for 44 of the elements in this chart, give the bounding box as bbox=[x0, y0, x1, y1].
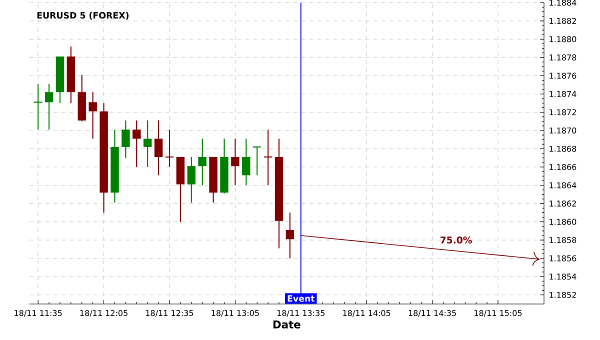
y-tick-label: 1.1854 bbox=[550, 274, 576, 280]
x-tick-label: 18/11 13:05 bbox=[212, 310, 259, 317]
candlestick bbox=[263, 129, 273, 186]
candlestick bbox=[44, 83, 54, 130]
y-tick-label: 1.1880 bbox=[550, 36, 576, 42]
candlestick bbox=[231, 138, 240, 186]
y-tick-label: 1.1884 bbox=[550, 0, 576, 6]
x-tick-label: 18/11 12:05 bbox=[80, 310, 128, 317]
y-tick-label: 1.1876 bbox=[550, 72, 576, 79]
candlestick bbox=[242, 138, 250, 186]
y-tick-label: 1.1860 bbox=[550, 218, 576, 225]
x-axis-title: Date bbox=[273, 320, 300, 328]
y-tick-label: 1.1856 bbox=[550, 255, 576, 262]
x-tick-label: 18/11 15:05 bbox=[474, 310, 522, 317]
y-tick-label: 1.1874 bbox=[550, 90, 576, 97]
x-tick-label: 18/11 12:35 bbox=[146, 310, 194, 317]
candlestick bbox=[198, 138, 206, 186]
x-tick-label: 18/11 11:35 bbox=[14, 310, 62, 317]
y-tick-label: 1.1862 bbox=[550, 200, 576, 207]
y-tick-label: 1.1868 bbox=[550, 146, 576, 152]
x-tick-label: 18/11 14:35 bbox=[408, 310, 456, 317]
candlestick bbox=[164, 129, 174, 168]
candlestick bbox=[187, 156, 196, 204]
candlestick bbox=[286, 212, 294, 259]
candlestick bbox=[154, 120, 163, 176]
y-tick-label: 1.1878 bbox=[550, 54, 576, 60]
annotation: 75.0% bbox=[440, 236, 472, 244]
y-tick-label: 1.1872 bbox=[550, 109, 576, 116]
candlestick bbox=[122, 120, 130, 158]
y-tick-label: 1.1882 bbox=[550, 18, 576, 24]
x-tick-label: 18/11 13:35 bbox=[277, 310, 325, 317]
x-tick-label: 18/11 14:05 bbox=[343, 310, 390, 317]
ref-line-label: Event bbox=[288, 295, 315, 302]
candlestick bbox=[132, 120, 141, 168]
candlestick bbox=[252, 146, 262, 176]
candlestick bbox=[88, 92, 97, 140]
y-tick-label: 1.1866 bbox=[550, 164, 576, 170]
y-tick-label: 1.1870 bbox=[550, 127, 576, 134]
y-tick-label: 1.1864 bbox=[550, 182, 576, 188]
y-tick-label: 1.1858 bbox=[550, 237, 576, 244]
candlestick bbox=[33, 83, 43, 130]
text: EURUSD 5 (FOREX) bbox=[37, 12, 129, 20]
y-tick-label: 1.1852 bbox=[550, 292, 576, 298]
candlestick bbox=[143, 120, 152, 168]
